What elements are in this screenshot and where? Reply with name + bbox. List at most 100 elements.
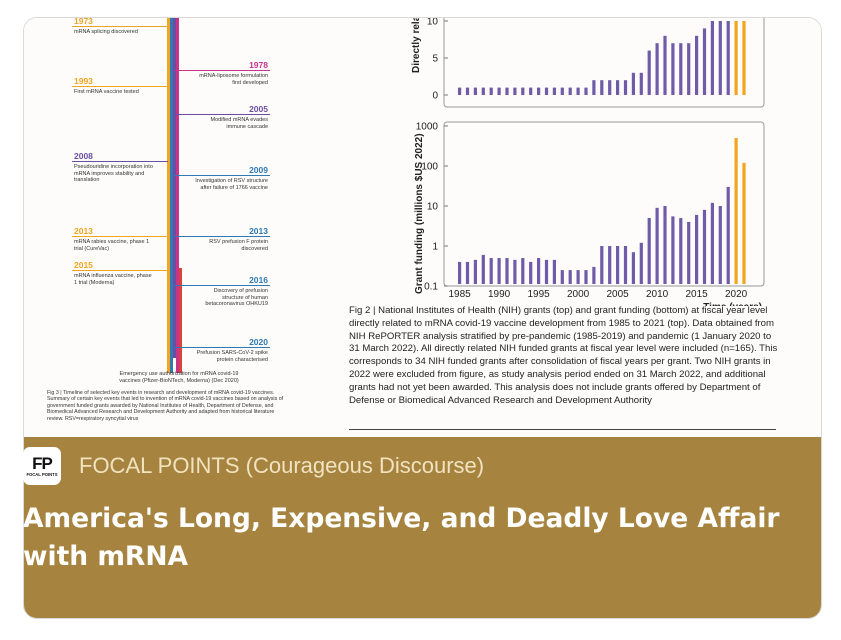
x-tick-label: 2015 — [685, 289, 708, 300]
timeline-event-text: Discovery of prefusion structure of huma… — [205, 288, 268, 307]
timeline-connector — [174, 236, 270, 238]
grants-count-chart: 0 5 10 Directly related grants at — [411, 18, 765, 108]
timeline-connector — [174, 175, 270, 177]
bar — [623, 80, 628, 95]
timeline-event-text: Investigation of RSV structure after fai… — [195, 178, 268, 191]
y-tick-label: 1000 — [416, 122, 439, 133]
bar — [481, 254, 485, 284]
timeline-connector — [72, 161, 168, 163]
timeline-year: 2008 — [74, 151, 93, 161]
article-title[interactable]: America's Long, Expensive, and Deadly Lo… — [23, 503, 780, 572]
fig2-rule — [349, 429, 776, 430]
bar — [521, 87, 525, 95]
timeline-bar-pink — [176, 18, 179, 373]
bar — [663, 206, 667, 284]
timeline-year: 2016 — [249, 275, 268, 285]
timeline-connector — [174, 347, 270, 349]
timeline-event-text: mRNA influenza vaccine, phase 1 trial (M… — [74, 273, 152, 286]
timeline-event-text: mRNA rabies vaccine, phase 1 trial (Cure… — [74, 239, 150, 252]
bar — [718, 206, 722, 284]
bar — [505, 87, 509, 95]
timeline-year: 1978 — [249, 60, 268, 70]
x-tick-label: 1985 — [448, 289, 471, 300]
timeline-year: 1993 — [74, 76, 93, 86]
bar — [718, 21, 722, 95]
bar — [568, 87, 572, 95]
bar — [655, 43, 659, 95]
bar — [695, 214, 699, 284]
logo-subtext: FOCAL POINTS — [26, 471, 58, 477]
source-name[interactable]: FOCAL POINTS (Courageous Discourse) — [79, 453, 485, 478]
bar — [473, 87, 477, 95]
bar — [679, 218, 683, 284]
timeline-year: 2013 — [74, 226, 93, 236]
source-row[interactable]: FP FOCAL POINTS FOCAL POINTS (Courageous… — [23, 446, 484, 486]
x-tick-label: 1990 — [488, 289, 511, 300]
bar — [742, 162, 746, 284]
chart-frame — [443, 18, 765, 108]
bar — [639, 242, 643, 284]
bar — [631, 72, 635, 95]
timeline-year: 2013 — [249, 226, 268, 236]
timeline-year: 2005 — [249, 104, 268, 114]
bar — [726, 21, 730, 95]
bar — [521, 258, 525, 284]
bar — [592, 266, 596, 284]
y-tick-label: 1 — [432, 242, 438, 253]
x-tick-label: 2020 — [725, 289, 748, 300]
bar — [623, 246, 628, 284]
bar — [497, 87, 501, 95]
timeline-connector — [72, 86, 168, 88]
bar — [687, 221, 691, 284]
bar — [695, 35, 699, 95]
x-tick-label: 2000 — [567, 289, 590, 300]
bar — [671, 216, 675, 284]
bar — [647, 218, 651, 284]
fig3-caption: Fig 3 | Timeline of selected key events … — [47, 390, 284, 422]
link-preview-card[interactable]: 1973 mRNA splicing discovered 1978 mRNA-lip… — [23, 17, 822, 619]
bar — [489, 87, 493, 95]
timeline-year: 2009 — [249, 165, 268, 175]
bar — [544, 87, 549, 95]
bar — [710, 202, 714, 284]
timeline-year: 2015 — [74, 260, 93, 270]
fig2-caption: Fig 2 | National Institutes of Health (N… — [349, 305, 778, 406]
bar — [600, 246, 604, 284]
timeline-event-text: mRNA splicing discovered — [74, 29, 138, 35]
bar — [481, 87, 485, 95]
bar — [702, 28, 707, 95]
y-tick-label: 5 — [432, 54, 438, 65]
bar — [639, 72, 643, 95]
x-tick-label: 2010 — [646, 289, 669, 300]
bar — [616, 246, 620, 284]
bar — [576, 270, 580, 284]
bar — [608, 246, 612, 284]
bar — [458, 261, 462, 284]
x-tick-label: 1995 — [527, 289, 550, 300]
timeline-event-text: Pseudouridine incorporation into mRNA im… — [74, 164, 153, 183]
timeline-bar-orange — [167, 18, 170, 373]
timeline-event-text: RSV prefusion F protein discovered — [209, 239, 268, 252]
timeline-bar-red — [179, 268, 182, 373]
bar — [647, 50, 651, 95]
bar — [552, 87, 556, 95]
y-tick-label: 10 — [427, 202, 439, 213]
preview-image[interactable]: 1973 mRNA splicing discovered 1978 mRNA-lip… — [24, 18, 821, 437]
bar — [529, 87, 533, 95]
bar — [592, 80, 596, 95]
bar — [568, 270, 572, 284]
bar — [505, 258, 509, 284]
bar — [600, 80, 604, 95]
bar — [458, 87, 462, 95]
timeline-connector — [174, 114, 270, 116]
timeline-connector — [174, 70, 270, 72]
bar — [631, 252, 635, 284]
y-tick-label: 10 — [427, 18, 439, 28]
bar — [513, 259, 517, 284]
card-caption-area[interactable] — [24, 437, 821, 618]
focal-points-logo: FP FOCAL POINTS — [23, 447, 61, 485]
timeline-event-text: Modified mRNA evades immune cascade — [210, 117, 268, 130]
timeline-connector — [72, 26, 168, 28]
bar — [513, 87, 517, 95]
